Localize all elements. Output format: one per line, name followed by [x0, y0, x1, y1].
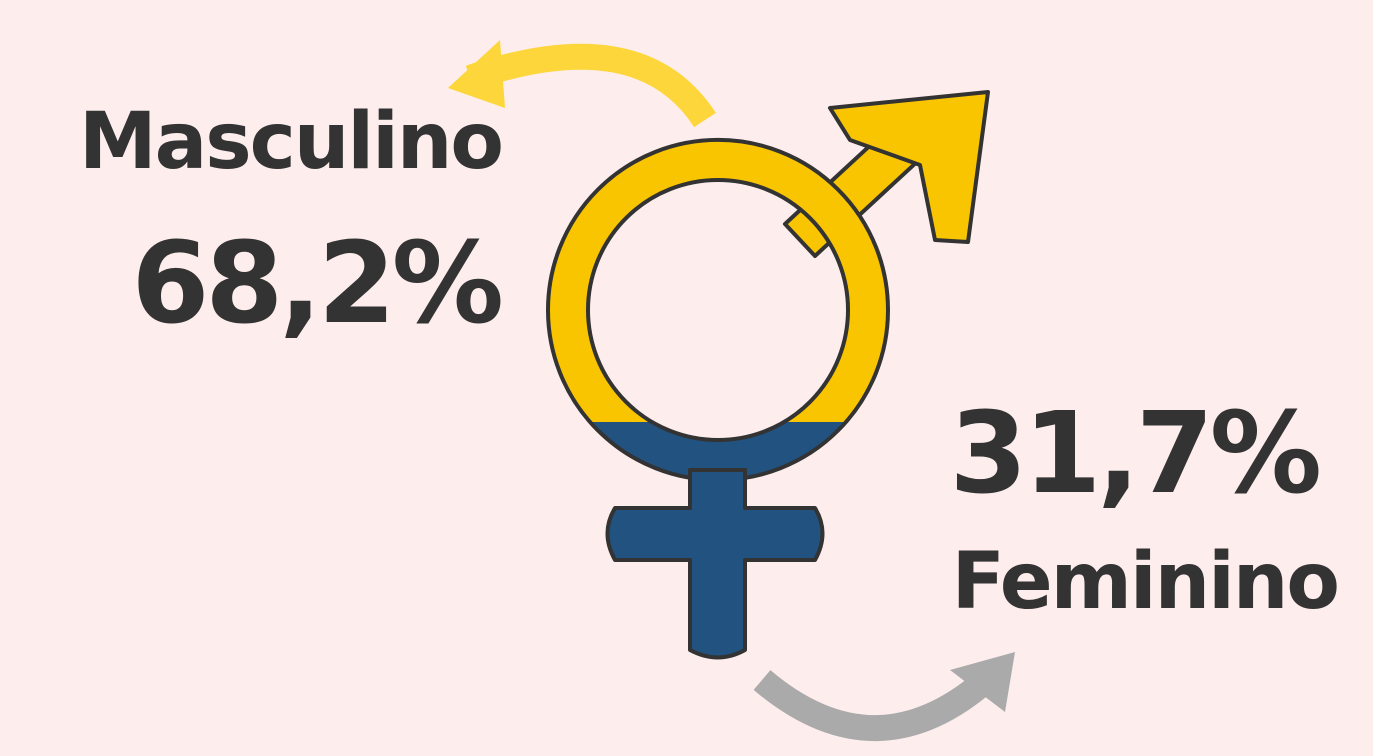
value-masculino: 68,2%: [131, 219, 500, 349]
symbol: [546, 90, 990, 660]
value-feminino: 31,7%: [949, 389, 1318, 519]
arrow-masculino: [465, 43, 716, 128]
label-feminino: Feminino: [952, 537, 1338, 627]
symbol-region: [546, 90, 990, 423]
arrow-feminino: [753, 662, 1004, 742]
label-masculino: Masculino: [79, 97, 502, 187]
arrowhead-feminino: [950, 652, 1015, 712]
arrowhead-masculino: [448, 40, 505, 108]
